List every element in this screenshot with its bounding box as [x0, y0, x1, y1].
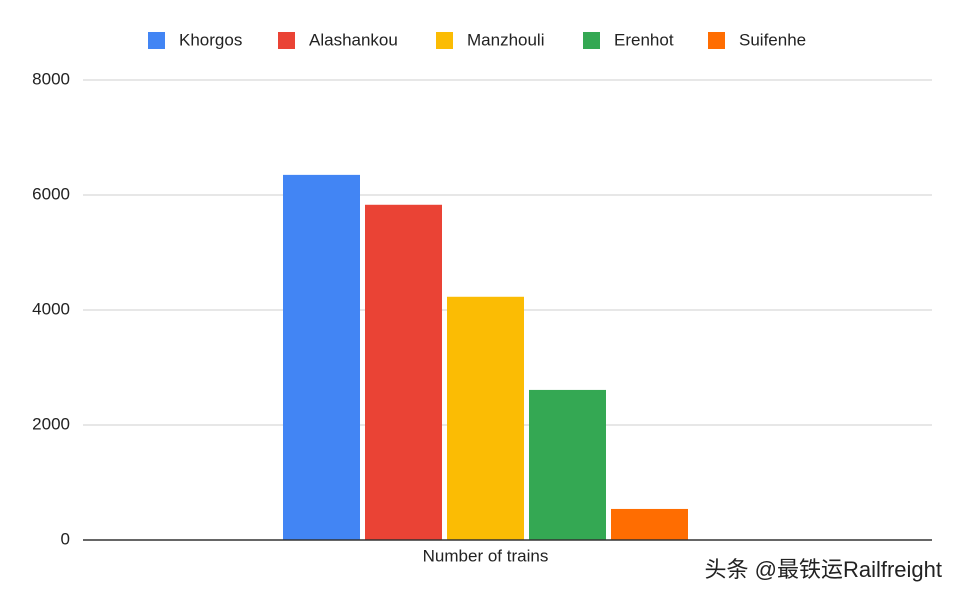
- legend-swatch: [583, 32, 600, 49]
- y-tick-label: 8000: [32, 69, 70, 88]
- legend-label: Alashankou: [309, 30, 398, 49]
- bar: [283, 174, 360, 540]
- legend-swatch: [278, 32, 295, 49]
- watermark: 头条 @最铁运Railfreight: [705, 557, 943, 582]
- y-tick-label: 4000: [32, 299, 70, 318]
- legend-swatch: [148, 32, 165, 49]
- y-tick-label: 2000: [32, 414, 70, 433]
- legend-swatch: [708, 32, 725, 49]
- x-tick-label: Number of trains: [423, 546, 549, 565]
- bar: [447, 296, 524, 540]
- y-tick-label: 0: [61, 529, 70, 548]
- bar: [365, 204, 442, 540]
- legend-swatch: [436, 32, 453, 49]
- bar: [529, 389, 606, 540]
- y-tick-label: 6000: [32, 184, 70, 203]
- legend-label: Manzhouli: [467, 30, 545, 49]
- bar: [611, 508, 688, 540]
- legend-label: Khorgos: [179, 30, 242, 49]
- legend-label: Suifenhe: [739, 30, 806, 49]
- legend-label: Erenhot: [614, 30, 674, 49]
